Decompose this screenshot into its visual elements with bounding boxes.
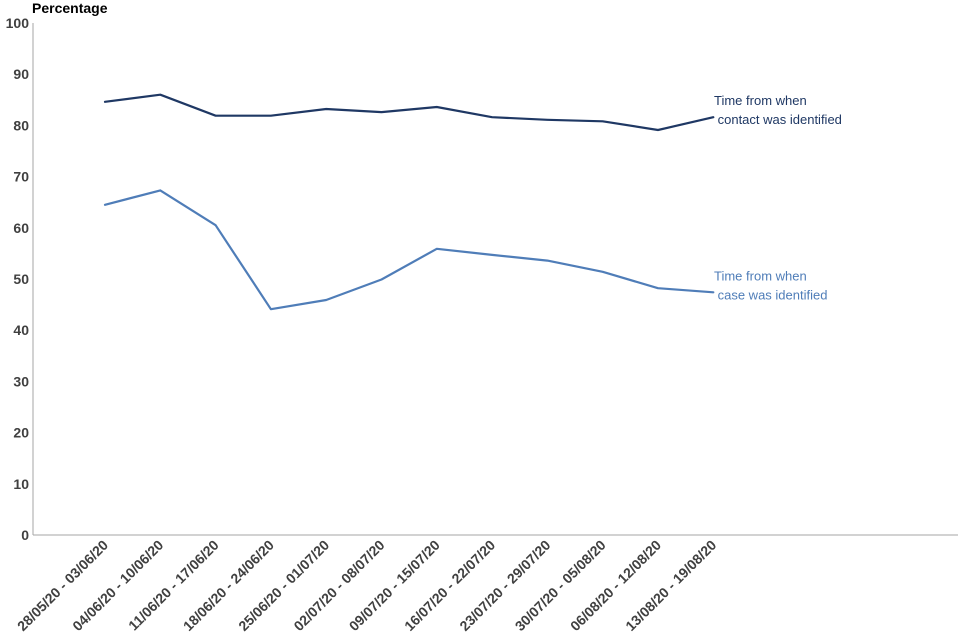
series-label: Time from when: [714, 268, 807, 283]
series-labels: Time from when contact was identified Tim…: [714, 93, 842, 302]
y-tick-label: 50: [13, 271, 29, 287]
y-tick-label: 20: [13, 425, 29, 441]
y-tick-label: 0: [21, 527, 29, 543]
y-axis: 0 10 20 30 40 50 60 70 80 90 100: [6, 15, 30, 543]
series-lines: [103, 93, 715, 311]
y-tick-label: 100: [6, 15, 30, 31]
x-tick-label: 28/05/20 - 03/06/20: [14, 537, 111, 634]
y-tick-label: 40: [13, 322, 29, 338]
series-label: case was identified: [714, 287, 827, 302]
x-tick-label: 13/08/20 - 19/08/20: [622, 537, 719, 634]
x-tick-label: 25/06/20 - 01/07/20: [235, 537, 332, 634]
y-tick-label: 10: [13, 476, 29, 492]
series-label: Time from when: [714, 93, 807, 108]
x-tick-label: 09/07/20 - 15/07/20: [346, 537, 443, 634]
x-tick-label: 02/07/20 - 08/07/20: [290, 537, 387, 634]
y-axis-title: Percentage: [32, 0, 108, 16]
x-tick-label: 30/07/20 - 05/08/20: [512, 537, 609, 634]
y-tick-label: 60: [13, 220, 29, 236]
series-label: contact was identified: [714, 112, 842, 127]
x-tick-label: 16/07/20 - 22/07/20: [401, 537, 498, 634]
x-tick-label: 18/06/20 - 24/06/20: [180, 537, 277, 634]
y-tick-label: 90: [13, 66, 29, 82]
x-tick-label: 06/08/20 - 12/08/20: [567, 537, 664, 634]
series-line-case: [103, 189, 715, 311]
y-tick-label: 30: [13, 373, 29, 389]
series-line-contact: [103, 93, 715, 132]
y-tick-label: 70: [13, 169, 29, 185]
y-tick-label: 80: [13, 117, 29, 133]
x-tick-label: 04/06/20 - 10/06/20: [69, 537, 166, 634]
x-tick-label: 23/07/20 - 29/07/20: [456, 537, 553, 634]
